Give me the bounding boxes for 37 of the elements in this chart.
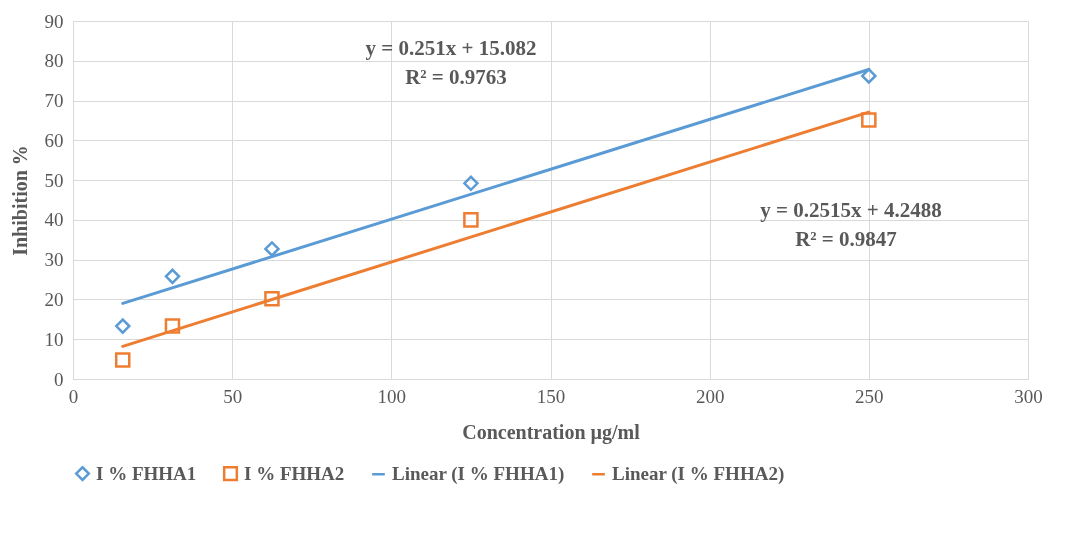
y-tick-label: 40 [44,209,64,231]
legend-label: Linear (I % FHHA1) [392,463,565,486]
x-tick-label: 300 [1014,385,1043,407]
y-tick-label: 30 [44,249,64,271]
x-axis-title: Concentration µg/ml [462,420,641,444]
point [463,175,479,192]
x-tick-label: 0 [68,385,79,407]
y-tick-label: 80 [44,50,64,72]
point [164,268,181,285]
point [861,112,877,128]
legend-label: Linear (I % FHHA2) [612,463,785,486]
y-tick-label: 10 [44,328,64,350]
legend-label: I % FHHA2 [244,462,345,484]
y-tick-label: 70 [44,90,64,112]
point [114,352,131,368]
x-tick-label: 100 [377,385,407,407]
y-axis-title: Inhibition % [8,145,31,256]
point [463,212,479,228]
x-tick-label: 50 [223,385,243,407]
point [861,68,877,84]
point [114,318,131,334]
x-tick-label: 250 [855,385,884,407]
y-tick-label: 60 [44,129,64,151]
annotation: y = 0.251x + 15.082 [365,36,537,60]
annotation: R² = 0.9763 [405,65,507,89]
y-tick-label: 90 [44,10,64,32]
point [264,241,280,257]
y-tick-label: 0 [54,368,64,390]
point [264,290,280,307]
y-tick-label: 50 [44,169,64,191]
legend-label: I % FHHA1 [96,462,197,484]
y-tick-label: 20 [44,288,64,310]
annotation: R² = 0.9847 [795,227,897,251]
annotation: y = 0.2515x + 4.2488 [760,198,942,222]
point [164,318,181,334]
x-tick-label: 150 [536,385,566,407]
x-tick-label: 200 [695,385,725,407]
